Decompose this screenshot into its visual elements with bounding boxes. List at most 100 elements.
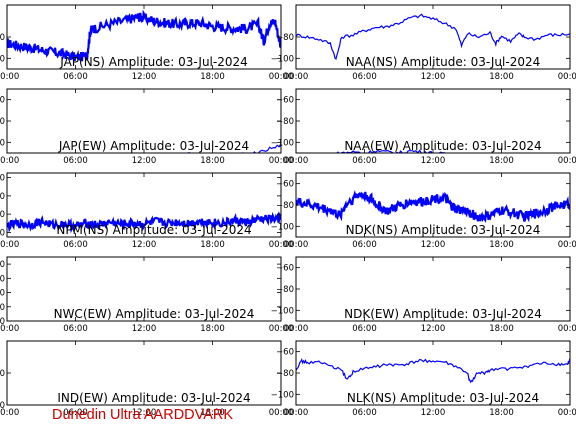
chart-title: NAA(NS) Amplitude: 03-Jul-2024 (346, 55, 540, 69)
y-tick-label: −60 (276, 180, 294, 190)
x-tick-label: 18:00 (200, 324, 225, 334)
x-tick-label: 06:00 (63, 72, 88, 82)
x-tick-label: 00:00 (0, 156, 19, 166)
y-tick-label: −80 (276, 369, 294, 379)
x-tick-label: 00:00 (269, 72, 294, 82)
y-tick-label: −80 (0, 401, 5, 411)
y-tick-label: −80 (276, 201, 294, 211)
y-tick-label: −40 (0, 174, 5, 184)
x-tick-label: 00:00 (0, 72, 19, 82)
x-tick-label: 06:00 (352, 408, 377, 418)
chart-panel-10: −60 −80 −100 00:00 06:00 12:00 18:00 00:00 NLK(N… (271, 340, 576, 418)
x-tick-label: 00:00 (558, 72, 576, 82)
x-tick-label: 00:00 (558, 156, 576, 166)
x-tick-label: 12:00 (132, 240, 157, 250)
y-tick-label: −80 (0, 33, 5, 43)
chart-panel-4: −60 −80 −100 00:00 06:00 12:00 18:00 00:00 NAA(E… (271, 88, 576, 166)
x-tick-label: 12:00 (132, 324, 157, 334)
y-tick-label: −100 (271, 390, 294, 400)
y-tick-label: −80 (0, 117, 5, 127)
series-1-1 (7, 9, 281, 62)
chart-title: NPM(NS) Amplitude: 03-Jul-2024 (56, 223, 251, 237)
x-tick-label: 00:00 (269, 156, 294, 166)
chart-title: JAP(EW) Amplitude: 03-Jul-2024 (58, 139, 249, 153)
x-tick-label: 06:00 (352, 240, 377, 250)
x-tick-label: 00:00 (558, 408, 576, 418)
chart-title: NDK(EW) Amplitude: 03-Jul-2024 (344, 307, 542, 321)
y-tick-label: −60 (0, 303, 5, 313)
x-tick-label: 00:00 (284, 240, 309, 250)
chart-panel-5: −40 −60 −80 −100 00:00 06:00 12:00 18:00 00:00 NP… (0, 172, 294, 250)
x-tick-label: 18:00 (200, 156, 225, 166)
x-tick-label: 00:00 (284, 324, 309, 334)
x-tick-label: 06:00 (63, 156, 88, 166)
x-tick-label: 00:00 (0, 240, 19, 250)
chart-title: NAA(EW) Amplitude: 03-Jul-2024 (344, 139, 541, 153)
chart-panel-3: −60 −80 −100 00:00 06:00 12:00 18:00 00:00 JAP(E… (0, 88, 294, 166)
x-tick-label: 18:00 (200, 408, 225, 418)
series-5-1 (7, 211, 281, 234)
x-tick-label: 06:00 (352, 72, 377, 82)
x-tick-label: 12:00 (132, 156, 157, 166)
y-tick-label: −100 (271, 306, 294, 316)
y-tick-label: −80 (276, 117, 294, 127)
chart-title: NWC(EW) Amplitude: 03-Jul-2024 (54, 307, 255, 321)
x-tick-label: 00:00 (269, 408, 294, 418)
chart-panel-2: −80 −100 00:00 06:00 12:00 18:00 00:00 NAA(NS) … (271, 4, 576, 82)
x-tick-label: 06:00 (63, 240, 88, 250)
y-tick-label: −60 (0, 96, 5, 106)
chart-panel-6: −60 −80 −100 00:00 06:00 12:00 18:00 00:00 NDK(N… (271, 172, 576, 250)
chart-title: IND(EW) Amplitude: 03-Jul-2024 (57, 391, 250, 405)
y-tick-label: −100 (0, 54, 5, 64)
x-tick-label: 00:00 (284, 156, 309, 166)
y-tick-label: −60 (0, 192, 5, 202)
x-tick-label: 18:00 (489, 240, 514, 250)
x-tick-label: 06:00 (352, 156, 377, 166)
y-tick-label: −80 (276, 285, 294, 295)
chart-title: NLK(NS) Amplitude: 03-Jul-2024 (347, 391, 539, 405)
chart-panel-7: −30−40−50−60−7000:0006:0012:0018:0000:00… (0, 256, 294, 334)
x-tick-label: 00:00 (0, 324, 19, 334)
series-10-1 (296, 358, 570, 384)
y-tick-label: −100 (0, 138, 5, 148)
x-tick-label: 18:00 (489, 72, 514, 82)
x-tick-label: 06:00 (63, 408, 88, 418)
series-6-1 (296, 189, 570, 223)
x-tick-label: 06:00 (352, 324, 377, 334)
y-tick-label: −30 (0, 260, 5, 270)
y-tick-label: −100 (271, 54, 294, 64)
y-tick-label: −50 (0, 289, 5, 299)
x-tick-label: 00:00 (558, 240, 576, 250)
x-tick-label: 00:00 (0, 408, 19, 418)
y-tick-label: −60 (276, 348, 294, 358)
chart-title: NDK(NS) Amplitude: 03-Jul-2024 (346, 223, 541, 237)
footer-label: Dunedin Ultra AARDDVARK (52, 407, 234, 423)
x-tick-label: 12:00 (132, 72, 157, 82)
x-tick-label: 12:00 (421, 156, 446, 166)
y-tick-label: −60 (0, 369, 5, 379)
x-tick-label: 00:00 (558, 324, 576, 334)
y-tick-label: −100 (271, 138, 294, 148)
x-tick-label: 00:00 (284, 408, 309, 418)
y-tick-label: −80 (276, 33, 294, 43)
y-tick-label: −100 (0, 228, 5, 238)
x-tick-label: 18:00 (200, 72, 225, 82)
x-tick-label: 12:00 (421, 72, 446, 82)
x-tick-label: 00:00 (269, 240, 294, 250)
y-tick-label: −70 (0, 317, 5, 327)
x-tick-label: 12:00 (421, 408, 446, 418)
chart-panel-8: −60 −80 −100 00:00 06:00 12:00 18:00 00:00 NDK(E… (271, 256, 576, 334)
x-tick-label: 12:00 (421, 240, 446, 250)
x-tick-label: 00:00 (284, 72, 309, 82)
y-tick-label: −80 (0, 210, 5, 220)
x-tick-label: 18:00 (489, 408, 514, 418)
y-tick-label: −40 (0, 274, 5, 284)
x-tick-label: 00:00 (269, 324, 294, 334)
chart-panel-1: −80 −100 00:00 06:00 12:00 18:00 00:00 JAP(NS) … (0, 4, 294, 82)
y-tick-label: −100 (271, 222, 294, 232)
x-tick-label: 12:00 (421, 324, 446, 334)
chart-title: JAP(NS) Amplitude: 03-Jul-2024 (59, 55, 248, 69)
x-tick-label: 18:00 (489, 324, 514, 334)
